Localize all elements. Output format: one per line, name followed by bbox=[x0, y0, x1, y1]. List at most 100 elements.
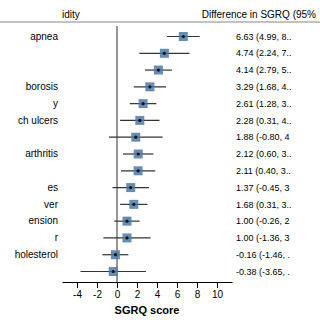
y-tick-label: ver bbox=[44, 199, 59, 210]
x-tick: 8 bbox=[195, 282, 201, 300]
estimate-box bbox=[111, 250, 120, 259]
x-axis: -4 -2 0 2 4 6 8 10 bbox=[63, 282, 233, 300]
y-tick: arthritis bbox=[25, 148, 58, 159]
estimate-dot bbox=[148, 85, 151, 88]
estimate-box bbox=[129, 200, 138, 209]
x-tick-label: 8 bbox=[195, 289, 201, 300]
annotation: 3.29 (1.68, 4.. bbox=[236, 82, 292, 92]
x-tick: 0 bbox=[115, 282, 121, 300]
y-tick-label: arthritis bbox=[25, 148, 58, 159]
y-tick: holesterol bbox=[15, 249, 58, 260]
x-tick-mark bbox=[157, 282, 158, 288]
x-tick: 4 bbox=[155, 282, 161, 300]
confidence-interval bbox=[145, 69, 172, 70]
x-tick-mark bbox=[137, 282, 138, 288]
header-rule bbox=[0, 22, 320, 23]
x-tick-label: -4 bbox=[73, 289, 82, 300]
annotations: 6.63 (4.99, 8.. 4.74 (2.24, 7.. 4.14 (2.79… bbox=[236, 32, 292, 277]
estimate-box bbox=[131, 133, 140, 142]
y-tick-label: r bbox=[55, 232, 59, 243]
annotation: 1.88 (-0.80, 4 bbox=[236, 132, 290, 142]
y-tick: es bbox=[47, 182, 58, 193]
column-header: idity bbox=[62, 9, 80, 20]
y-tick-label: apnea bbox=[30, 31, 58, 42]
estimate-box bbox=[123, 217, 132, 226]
estimate-dot bbox=[137, 152, 140, 155]
estimate-box bbox=[135, 116, 144, 125]
estimate-box bbox=[139, 99, 148, 108]
x-tick-mark bbox=[177, 282, 178, 288]
x-tick: -4 bbox=[73, 282, 82, 300]
estimate-dot bbox=[182, 35, 185, 38]
annotation: 1.00 (-1.36, 3 bbox=[236, 233, 290, 243]
estimate-box bbox=[179, 32, 188, 41]
estimate-dot bbox=[125, 236, 128, 239]
estimate-dot bbox=[134, 136, 137, 139]
x-tick-mark bbox=[117, 282, 118, 288]
annotation: -0.38 (-3.65, . bbox=[236, 267, 290, 277]
y-tick: r bbox=[55, 232, 59, 243]
x-tick-label: 2 bbox=[135, 289, 141, 300]
y-tick-label: ch ulcers bbox=[18, 115, 58, 126]
plot-marks bbox=[81, 26, 200, 282]
y-tick: apnea bbox=[30, 31, 58, 42]
y-tick: y bbox=[53, 98, 58, 109]
annotation: 2.12 (0.60, 3.. bbox=[236, 149, 292, 159]
estimate-dot bbox=[125, 220, 128, 223]
x-tick-label: 0 bbox=[115, 289, 121, 300]
x-tick-mark bbox=[97, 282, 98, 288]
x-axis-title: SGRQ score bbox=[115, 304, 180, 316]
estimate-dot bbox=[157, 68, 160, 71]
estimate-dot bbox=[132, 203, 135, 206]
y-tick-label: es bbox=[47, 182, 58, 193]
x-tick: 2 bbox=[135, 282, 141, 300]
estimate-dot bbox=[137, 169, 140, 172]
estimate-box bbox=[134, 166, 143, 175]
estimate-box bbox=[123, 233, 132, 242]
x-tick: 10 bbox=[212, 282, 224, 300]
annotation: 1.37 (-0.45, 3 bbox=[236, 183, 290, 193]
y-tick: borosis bbox=[26, 81, 58, 92]
estimate-box bbox=[109, 267, 118, 276]
estimate-dot bbox=[142, 102, 145, 105]
annotation: 2.61 (1.28, 3.. bbox=[236, 99, 292, 109]
annotation: 2.11 (0.40, 3.. bbox=[236, 166, 291, 176]
estimate-dot bbox=[138, 119, 141, 122]
estimate-box bbox=[154, 66, 163, 75]
y-axis: apnea borosis y ch ulcers arthritis es ver ensi… bbox=[15, 31, 59, 260]
confidence-interval bbox=[134, 86, 166, 87]
y-tick: ch ulcers bbox=[18, 115, 58, 126]
reference-line bbox=[117, 26, 118, 282]
annotation: 4.74 (2.24, 7.. bbox=[236, 48, 292, 58]
annotation-header: Difference in SGRQ (95% bbox=[202, 9, 316, 20]
estimate-box bbox=[160, 49, 169, 58]
x-tick-label: -2 bbox=[93, 289, 102, 300]
x-tick-mark bbox=[197, 282, 198, 288]
x-tick-mark bbox=[217, 282, 218, 288]
x-tick: -2 bbox=[93, 282, 102, 300]
estimate-box bbox=[145, 82, 154, 91]
y-tick-label: ension bbox=[29, 215, 58, 226]
annotation: 2.28 (0.31, 4.. bbox=[236, 116, 292, 126]
estimate-dot bbox=[112, 270, 115, 273]
y-tick: ver bbox=[44, 199, 59, 210]
x-tick-label: 4 bbox=[155, 289, 161, 300]
y-tick-label: y bbox=[53, 98, 58, 109]
annotation: 4.14 (2.79, 5.. bbox=[236, 65, 292, 75]
confidence-interval bbox=[120, 120, 159, 121]
y-tick-label: borosis bbox=[26, 81, 58, 92]
annotation: -0.16 (-1.46, . bbox=[236, 250, 290, 260]
confidence-interval bbox=[130, 103, 157, 104]
estimate-box bbox=[134, 150, 143, 159]
x-tick-label: 10 bbox=[212, 289, 224, 300]
y-tick: ension bbox=[29, 215, 58, 226]
y-tick-label: holesterol bbox=[15, 249, 58, 260]
annotation: 6.63 (4.99, 8.. bbox=[236, 32, 292, 42]
x-tick-label: 6 bbox=[175, 289, 181, 300]
estimate-dot bbox=[163, 52, 166, 55]
annotation: 1.68 (0.31, 3.. bbox=[236, 200, 292, 210]
estimate-box bbox=[126, 183, 135, 192]
estimate-dot bbox=[129, 186, 132, 189]
estimate-dot bbox=[114, 253, 117, 256]
annotation: 1.00 (-0.26, 2 bbox=[236, 216, 290, 226]
